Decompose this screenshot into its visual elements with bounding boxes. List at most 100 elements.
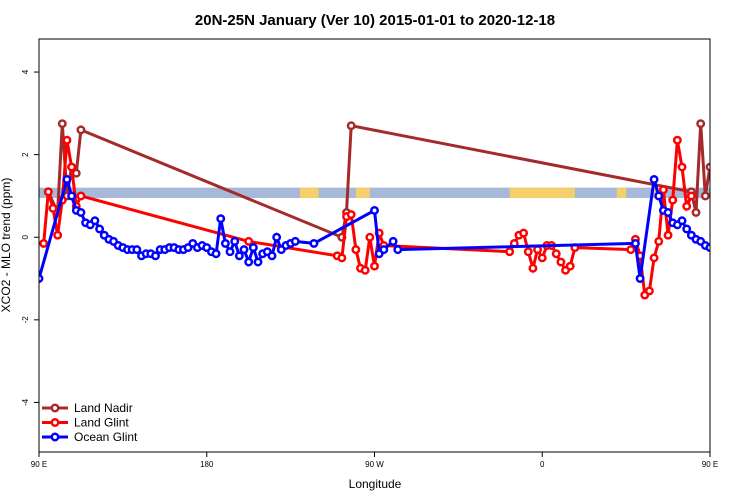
data-point [62,174,72,184]
data-point [57,119,67,129]
series-line [42,139,693,299]
data-point [272,232,282,242]
data-point [365,232,375,242]
x-axis: 90 E 180 90 W 0 90 E [31,452,718,469]
series [43,119,717,242]
data-point [370,205,379,215]
data-point [48,203,58,213]
ocean-band [39,187,710,199]
y-tick-label: -2 [21,316,30,324]
series [39,173,727,283]
data-point [505,247,515,257]
data-point [351,245,361,255]
data-point [677,162,687,172]
data-point [239,245,249,255]
data-point [721,246,727,252]
data-point [663,230,673,240]
data-point [528,263,538,273]
data-point [711,170,717,176]
data-point [253,257,263,267]
y-axis: 4 2 0 -2 -4 [21,69,39,406]
data-point [290,236,300,246]
data-point [67,162,77,172]
data-point [696,119,706,129]
x-tick-label: 90 E [31,460,47,469]
legend-swatch-marker [50,432,60,442]
y-tick-label: 0 [21,234,30,239]
data-point [565,261,575,271]
data-point [393,245,403,255]
land-segment [616,187,627,199]
x-axis-title: Longitude [349,477,402,491]
data-point [654,191,664,201]
data-point [67,191,77,201]
data-point [39,274,44,283]
data-point [658,185,668,195]
x-tick-label: 0 [540,460,545,469]
data-point [649,253,659,263]
data-point [649,174,659,184]
data-point [677,216,687,226]
legend-label: Land Glint [74,416,129,430]
legend-item: Ocean Glint [42,430,138,444]
data-point [668,195,678,205]
x-tick-label: 180 [200,460,214,469]
data-point [370,261,379,271]
legend-item: Land Nadir [42,401,133,415]
data-point [267,251,277,261]
data-point [76,191,86,201]
data-point [360,265,370,275]
data-point [53,230,63,240]
data-point [388,236,398,246]
data-point [220,238,230,248]
data-point [711,246,717,252]
y-tick-label: 4 [21,69,30,74]
data-point [686,191,696,201]
data-point [346,210,356,219]
data-point [551,249,561,259]
data-point [151,251,160,261]
series [39,135,696,300]
data-point [379,245,389,255]
data-point [90,216,100,226]
data-point [682,224,692,234]
x-tick-label: 90 W [365,460,384,469]
data-point [654,236,664,246]
land-ocean-band [39,187,710,199]
data-point [225,247,235,257]
data-point [76,125,86,135]
data-point [309,238,319,248]
data-point [230,236,240,246]
data-point [672,135,682,145]
data-point [95,224,105,234]
data-point [519,228,529,238]
data-point [216,214,226,224]
data-point [644,286,654,296]
data-point [346,121,356,131]
data-point [663,208,673,217]
y-tick-label: -4 [21,398,30,406]
data-point [626,245,636,255]
data-point [62,135,72,145]
legend-swatch-marker [50,418,60,427]
x-tick-label: 90 E [702,460,718,469]
data-point [556,257,566,267]
data-point [43,187,53,197]
data-point [337,253,347,263]
series-layer [39,119,727,300]
y-axis-title: XCO2 - MLO trend (ppm) [0,178,13,313]
legend-item: Land Glint [42,416,129,430]
legend-label: Land Nadir [74,401,133,415]
data-point [39,238,49,248]
land-segment [299,187,319,199]
series-line [46,123,710,240]
legend-label: Ocean Glint [74,430,138,444]
data-point [248,243,258,253]
land-segment [355,187,370,199]
data-point [234,251,244,261]
data-point [244,257,254,267]
data-point [244,236,254,246]
data-point [716,246,722,252]
y-tick-label: 2 [21,152,30,157]
